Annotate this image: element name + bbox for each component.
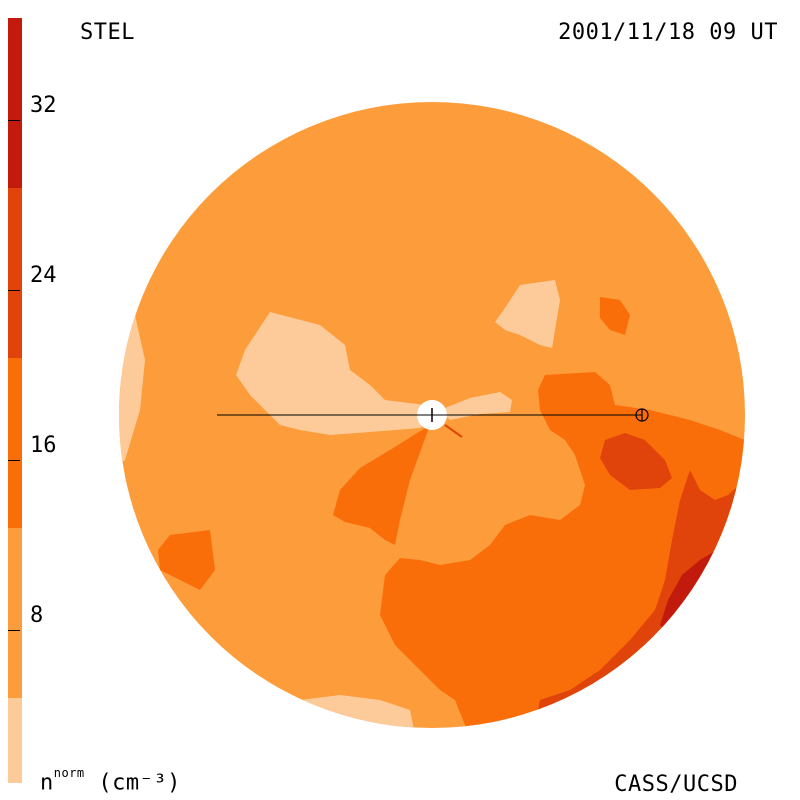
colorbar-band [8,188,22,358]
light-region-left-edge [119,300,145,470]
colorbar-band [8,698,22,783]
colorbar-band [8,18,22,188]
colorbar-tick-mark [8,630,20,631]
light-region-upper-mid [495,280,560,348]
unit-sup: norm [53,766,85,780]
colorbar-band [8,358,22,528]
dark-orange-region-spot [600,433,672,490]
colorbar-tick-label: 16 [30,433,57,458]
colorbar-tick-label: 8 [30,603,44,628]
unit-base: n [40,770,54,796]
unit-rest: (cm⁻³) [98,770,181,796]
sun-tail [444,424,463,438]
colorbar-tick-mark [8,120,20,121]
colorbar-tick-mark [8,460,20,461]
unit-label: nnorm (cm⁻³) [40,766,181,796]
colorbar-tick-label: 24 [30,263,57,288]
orange-region-top-right-spot [600,297,630,335]
light-region-upper-left [236,312,430,435]
colorbar-tick-mark [8,290,20,291]
credit-label: CASS/UCSD [614,772,738,797]
colorbar-tick-label: 32 [30,93,57,118]
light-region-right-of-sun [440,392,512,420]
orange-region-wedge [333,425,430,545]
model-name: STEL [80,20,135,45]
orange-region-left [158,530,215,590]
colorbar-band [8,528,22,698]
timestamp: 2001/11/18 09 UT [558,20,778,45]
